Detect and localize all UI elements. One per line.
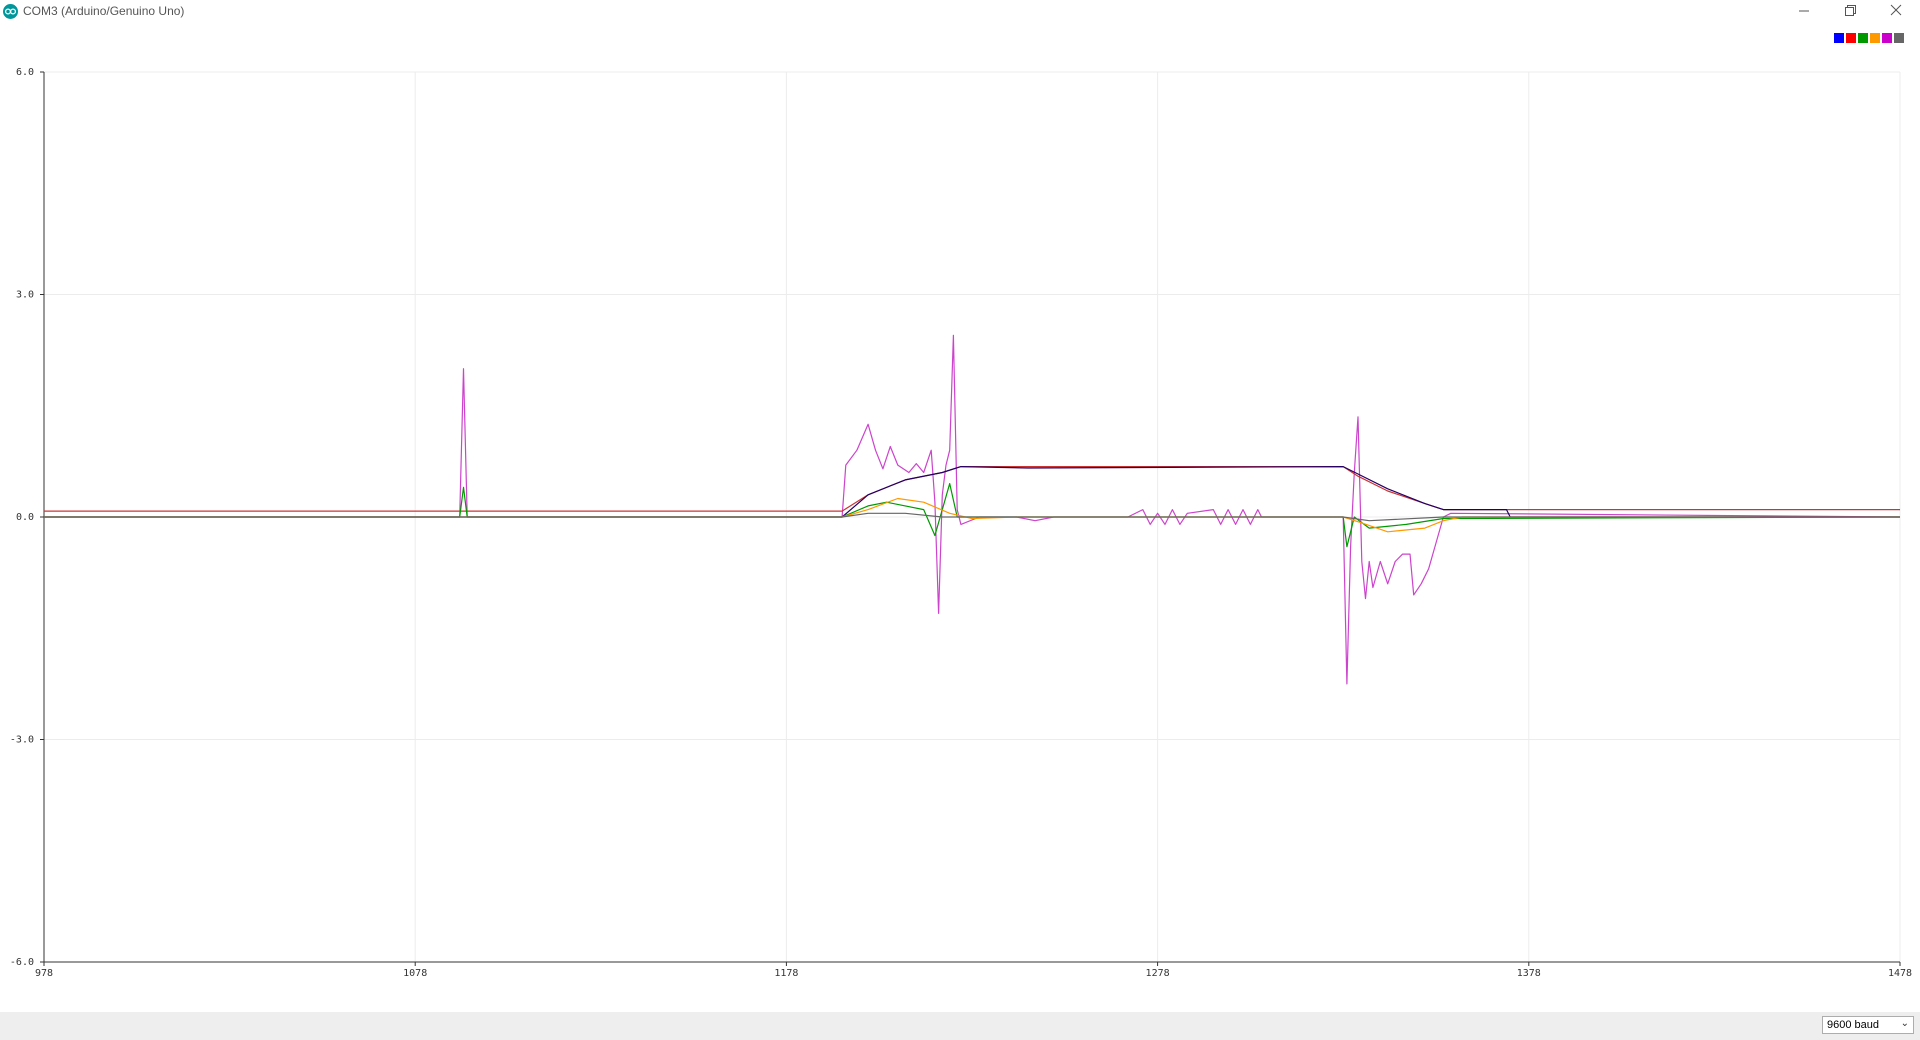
y-tick-label: -6.0: [10, 957, 34, 968]
title-bar: COM3 (Arduino/Genuino Uno): [0, 0, 1920, 22]
legend-swatch-1: [1834, 33, 1844, 43]
bottom-toolbar: 9600 baud ⌄: [0, 1012, 1920, 1040]
baud-rate-label: 9600 baud: [1827, 1019, 1879, 1031]
baud-rate-select[interactable]: 9600 baud ⌄: [1822, 1016, 1914, 1034]
legend-swatch-5: [1882, 33, 1892, 43]
legend-swatch-3: [1858, 33, 1868, 43]
chevron-down-icon: ⌄: [1900, 1018, 1909, 1029]
window-title: COM3 (Arduino/Genuino Uno): [23, 4, 185, 18]
y-tick-label: 0.0: [16, 512, 34, 523]
y-tick-label: 6.0: [16, 67, 34, 78]
x-tick-label: 1178: [774, 968, 798, 979]
x-tick-label: 978: [35, 968, 53, 979]
series-line-2: [44, 466, 1900, 512]
x-tick-label: 1278: [1146, 968, 1170, 979]
minimize-icon[interactable]: [1781, 0, 1827, 22]
legend-swatch-6: [1894, 33, 1904, 43]
close-icon[interactable]: [1873, 0, 1919, 22]
series-line-6: [44, 512, 1900, 522]
legend-swatch-2: [1846, 33, 1856, 43]
plot-series: [44, 334, 1901, 685]
legend-swatch-4: [1870, 33, 1880, 43]
restore-icon[interactable]: [1827, 0, 1873, 22]
series-legend: [1834, 33, 1904, 43]
x-tick-label: 1378: [1517, 968, 1541, 979]
arduino-logo-icon: [3, 4, 18, 19]
y-tick-label: -3.0: [10, 735, 34, 746]
serial-plotter-chart: 978 1078 1178 1278 1378 1478 6.0 3.0 0.0 -3.0 -6.0: [10, 67, 1912, 979]
series-line-1: [44, 334, 1901, 685]
x-tick-label: 1078: [403, 968, 427, 979]
series-line-3: [44, 466, 1900, 518]
y-tick-label: 3.0: [16, 290, 34, 301]
x-tick-label: 1478: [1888, 968, 1912, 979]
